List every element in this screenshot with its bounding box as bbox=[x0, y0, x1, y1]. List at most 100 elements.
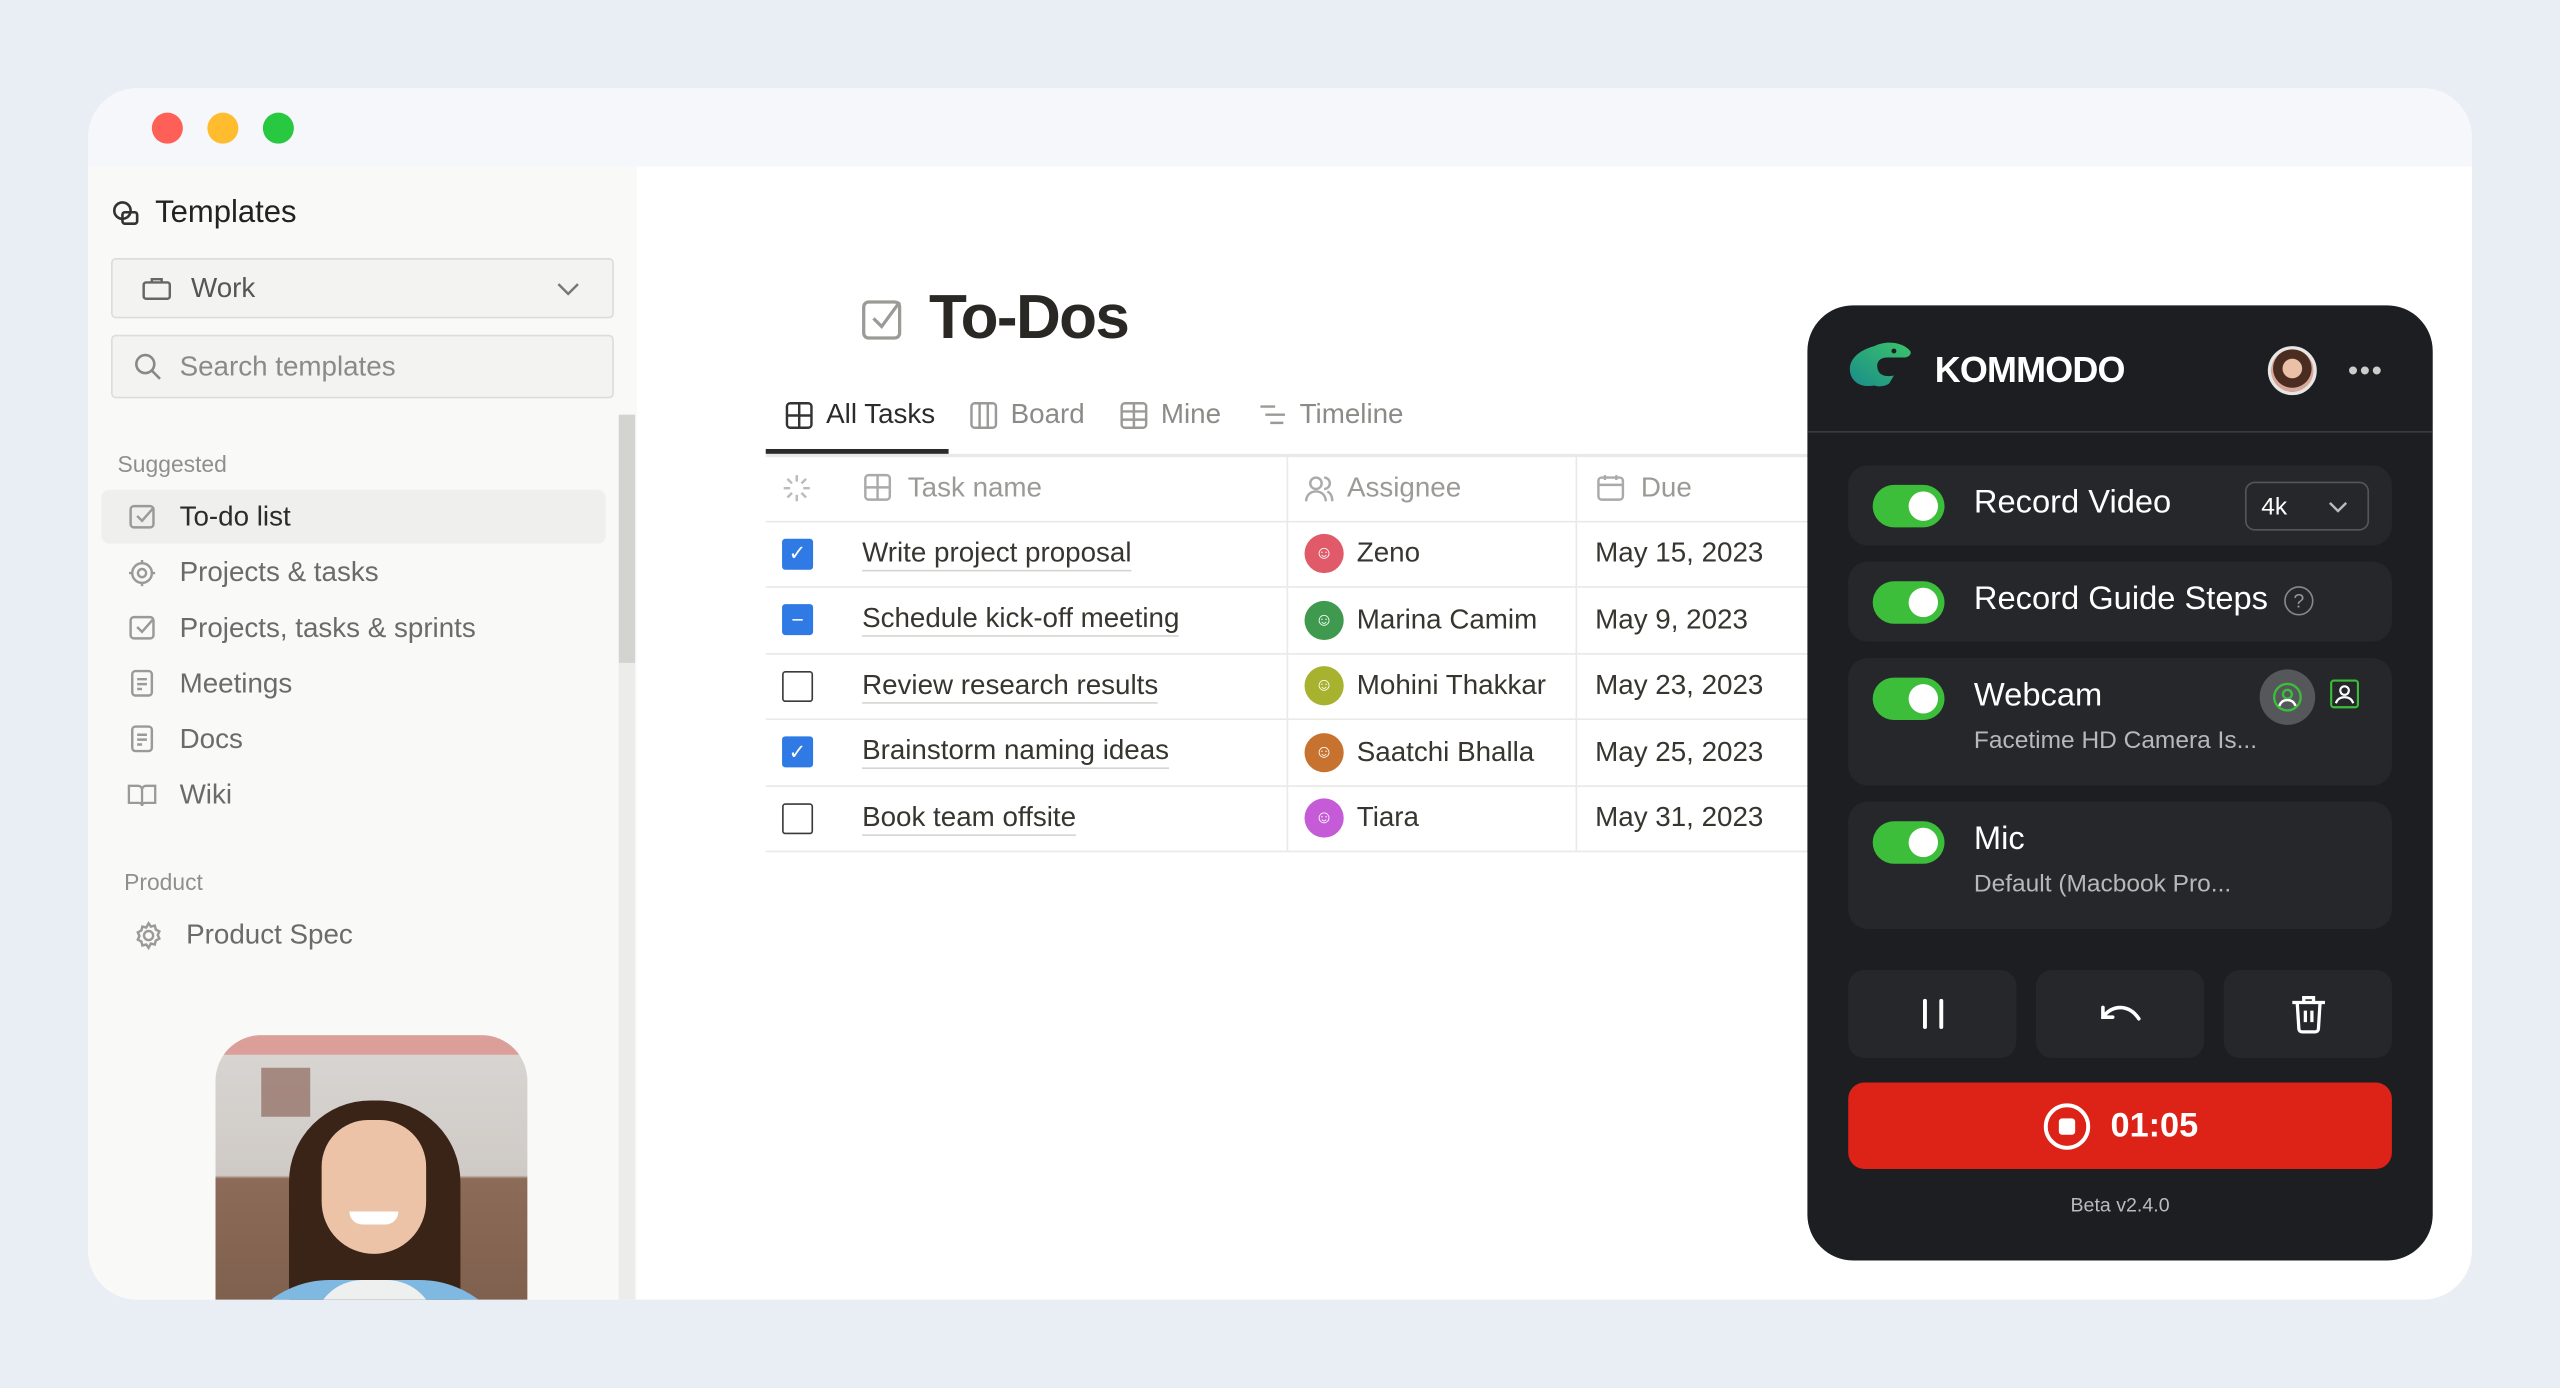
task-checkbox[interactable]: − bbox=[782, 604, 814, 636]
due-date: May 23, 2023 bbox=[1595, 669, 1764, 701]
avatar: ☺ bbox=[1304, 732, 1344, 772]
tab-mine[interactable]: Mine bbox=[1118, 398, 1221, 431]
checkbox-icon bbox=[127, 613, 156, 642]
due-date-cell[interactable]: May 25, 2023 bbox=[1575, 720, 1821, 785]
task-name-column-header[interactable]: Task name bbox=[862, 456, 1042, 520]
undo-icon bbox=[2097, 999, 2143, 1028]
task-name-cell[interactable]: Review research results bbox=[862, 654, 1159, 718]
task-status-cell: ✓ bbox=[782, 522, 847, 586]
recorder-header: KOMMODO ••• bbox=[1807, 305, 2433, 433]
task-checkbox[interactable] bbox=[782, 802, 814, 834]
record-video-toggle[interactable] bbox=[1872, 484, 1945, 528]
task-name[interactable]: Write project proposal bbox=[862, 537, 1132, 572]
task-name-cell[interactable]: Brainstorm naming ideas bbox=[862, 720, 1170, 784]
table-row[interactable]: Review research results ☺ Mohini Thakkar Ma… bbox=[765, 653, 1811, 721]
avatar: ☺ bbox=[1304, 534, 1344, 574]
record-guide-steps-toggle[interactable] bbox=[1872, 581, 1945, 624]
assignee-cell[interactable]: ☺ Zeno bbox=[1286, 521, 1578, 587]
page-header: To-Dos bbox=[860, 284, 1130, 354]
task-checkbox[interactable]: ✓ bbox=[782, 538, 814, 570]
assignee-cell[interactable]: ☺ Tiara bbox=[1286, 786, 1578, 851]
maximize-window-button[interactable] bbox=[262, 112, 294, 144]
recording-timer: 01:05 bbox=[2110, 1106, 2199, 1144]
assignee-column-header[interactable]: Assignee bbox=[1286, 455, 1578, 521]
video-quality-select[interactable]: 4k bbox=[2244, 481, 2370, 531]
due-date-cell[interactable]: May 31, 2023 bbox=[1575, 786, 1821, 851]
sidebar-item-projects-tasks-sprints[interactable]: Projects, tasks & sprints bbox=[101, 601, 606, 655]
assignee-cell[interactable]: ☺ Saatchi Bhalla bbox=[1286, 720, 1578, 785]
task-name[interactable]: Brainstorm naming ideas bbox=[862, 735, 1170, 770]
sidebar-scrollbar-thumb[interactable] bbox=[618, 414, 636, 663]
sidebar-item-product-spec[interactable]: Product Spec bbox=[108, 908, 613, 962]
restart-button[interactable] bbox=[2035, 969, 2205, 1058]
delete-button[interactable] bbox=[2223, 969, 2392, 1058]
table-header-row: Task name Assignee Due bbox=[765, 455, 1811, 522]
workspace-select[interactable]: Work bbox=[111, 257, 614, 319]
pause-button[interactable] bbox=[1848, 969, 2017, 1058]
tab-label: Timeline bbox=[1299, 398, 1404, 430]
stop-recording-button[interactable]: 01:05 bbox=[1848, 1082, 2392, 1170]
due-date-cell[interactable]: May 15, 2023 bbox=[1575, 521, 1821, 587]
task-name-cell[interactable]: Schedule kick-off meeting bbox=[862, 588, 1180, 652]
sidebar-item-projects-tasks[interactable]: Projects & tasks bbox=[101, 545, 606, 599]
gear-icon bbox=[134, 920, 163, 950]
task-checkbox[interactable] bbox=[782, 670, 814, 702]
task-name[interactable]: Schedule kick-off meeting bbox=[862, 603, 1180, 638]
assignee-cell[interactable]: ☺ Mohini Thakkar bbox=[1286, 653, 1578, 719]
webcam-preview[interactable] bbox=[215, 1035, 528, 1300]
sidebar-item-label: Wiki bbox=[179, 777, 233, 810]
due-column-header[interactable]: Due bbox=[1575, 455, 1821, 521]
due-date-cell[interactable]: May 23, 2023 bbox=[1575, 653, 1821, 719]
section-label-product: Product bbox=[124, 868, 203, 895]
task-name-cell[interactable]: Write project proposal bbox=[862, 522, 1132, 586]
page-title: To-Dos bbox=[929, 284, 1130, 353]
book-icon bbox=[127, 780, 157, 809]
loader-icon bbox=[782, 473, 811, 502]
due-date-cell[interactable]: May 9, 2023 bbox=[1575, 587, 1821, 653]
table-row[interactable]: − Schedule kick-off meeting ☺ Marina Camim M… bbox=[765, 587, 1811, 654]
tab-board[interactable]: Board bbox=[968, 398, 1085, 431]
assignee-name: Mohini Thakkar bbox=[1356, 669, 1547, 701]
background-wall bbox=[215, 1035, 528, 1055]
webcam-device[interactable]: Facetime HD Camera Is... bbox=[1973, 726, 2258, 755]
minimize-window-button[interactable] bbox=[207, 112, 239, 144]
record-guide-steps-label: Record Guide Steps bbox=[1973, 581, 2268, 618]
status-column-header[interactable] bbox=[782, 456, 847, 520]
user-avatar[interactable] bbox=[2267, 346, 2317, 396]
table-row[interactable]: ✓ Write project proposal ☺ Zeno May 15, 2023 bbox=[765, 521, 1811, 588]
mic-device[interactable]: Default (Macbook Pro... bbox=[1973, 870, 2232, 898]
more-options-icon[interactable]: ••• bbox=[2347, 354, 2384, 387]
tab-timeline[interactable]: Timeline bbox=[1257, 398, 1403, 431]
people-icon bbox=[1304, 473, 1334, 502]
search-placeholder: Search templates bbox=[179, 350, 396, 382]
webcam-rect-shape-button[interactable] bbox=[2330, 679, 2359, 720]
assignee-cell[interactable]: ☺ Marina Camim bbox=[1286, 587, 1578, 653]
search-templates-input[interactable]: Search templates bbox=[111, 334, 614, 399]
table-icon bbox=[862, 473, 891, 502]
sidebar-item-to-do-list[interactable]: To-do list bbox=[101, 489, 606, 544]
tab-label: All Tasks bbox=[826, 398, 936, 430]
webcam-toggle[interactable] bbox=[1872, 677, 1945, 721]
record-guide-steps-card: Record Guide Steps ? bbox=[1848, 561, 2392, 642]
task-status-cell bbox=[782, 786, 847, 850]
chevron-down-icon bbox=[553, 273, 582, 302]
table-row[interactable]: Book team offsite ☺ Tiara May 31, 2023 bbox=[765, 786, 1811, 853]
task-name[interactable]: Review research results bbox=[862, 669, 1159, 704]
mic-toggle[interactable] bbox=[1872, 821, 1945, 864]
task-name-cell[interactable]: Book team offsite bbox=[862, 786, 1077, 850]
sidebar-item-wiki[interactable]: Wiki bbox=[101, 767, 606, 821]
sidebar-item-docs[interactable]: Docs bbox=[101, 712, 606, 766]
tab-all-tasks[interactable]: All Tasks bbox=[784, 398, 935, 431]
help-icon[interactable]: ? bbox=[2284, 586, 2314, 616]
trash-icon bbox=[2288, 994, 2327, 1034]
close-window-button[interactable] bbox=[151, 112, 183, 144]
sidebar-title: Templates bbox=[155, 195, 297, 231]
task-name[interactable]: Book team offsite bbox=[862, 801, 1077, 836]
task-checkbox[interactable]: ✓ bbox=[782, 736, 814, 768]
table-row[interactable]: ✓ Brainstorm naming ideas ☺ Saatchi Bhalla M… bbox=[765, 720, 1811, 787]
record-video-label: Record Video bbox=[1973, 484, 2172, 521]
webcam-circle-shape-button[interactable] bbox=[2259, 669, 2316, 725]
sidebar-item-meetings[interactable]: Meetings bbox=[101, 656, 606, 710]
checkbox-icon bbox=[860, 296, 906, 342]
header-label: Due bbox=[1640, 471, 1692, 503]
